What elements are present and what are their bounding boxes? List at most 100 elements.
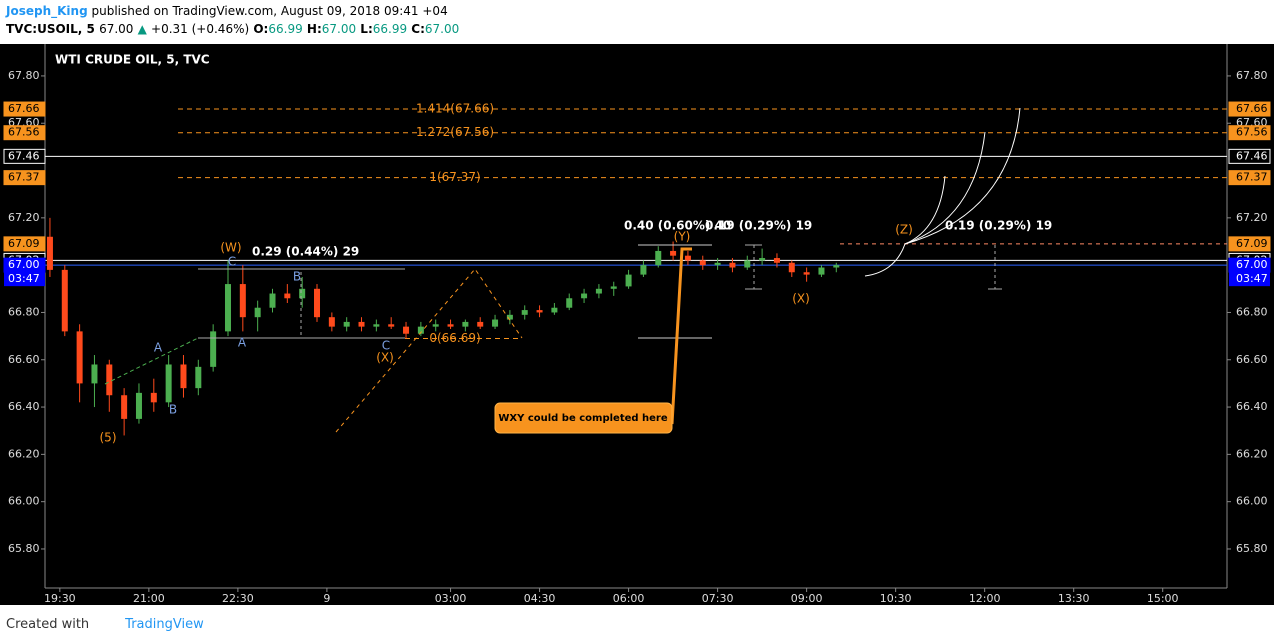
candle-body — [833, 265, 840, 268]
candle-body — [299, 288, 306, 299]
y-tick-label: 66.60 — [1236, 353, 1268, 366]
o-key: O: — [253, 22, 269, 36]
candle-body — [343, 321, 350, 327]
letter-label: C — [382, 339, 390, 353]
x-tick-label: 06:00 — [613, 592, 645, 605]
candle-body — [239, 284, 246, 318]
c-value: 67.00 — [424, 22, 460, 36]
x-tick-label: 09:00 — [791, 592, 823, 605]
price-badge — [1228, 170, 1271, 186]
candle-body — [284, 293, 291, 299]
created-with: Created with — [6, 617, 90, 632]
letter-label: B — [169, 403, 177, 417]
candle-body — [254, 307, 261, 318]
price-badge-label: 67.46 — [8, 149, 40, 162]
measure-label: 0.19 (0.29%) 19 — [945, 219, 1052, 233]
published: published on TradingView.com, August 09,… — [91, 4, 448, 18]
countdown-label: 03:47 — [1236, 272, 1268, 285]
candle-body — [655, 250, 662, 266]
x-tick-label: 10:30 — [880, 592, 912, 605]
price-badge-label: 67.46 — [1236, 149, 1268, 162]
change: +0.31 (+0.46%) — [151, 22, 250, 36]
footer: Created with TradingView — [6, 617, 204, 632]
candle-body — [180, 364, 187, 389]
price-badge-label: 67.56 — [8, 126, 40, 139]
candle-body — [269, 293, 276, 308]
candle-body — [314, 288, 321, 318]
publish-line: Joseph_King published on TradingView.com… — [6, 2, 459, 20]
price-badge-label: 67.66 — [8, 102, 40, 115]
candle-body — [699, 260, 706, 266]
candle-body — [566, 298, 573, 308]
trend-line — [104, 337, 199, 385]
candle-body — [135, 392, 142, 419]
projection-arrow — [904, 131, 986, 245]
y-tick-label: 66.80 — [8, 305, 40, 318]
candle-body — [91, 364, 98, 384]
price-badge-label: 67.66 — [1236, 102, 1268, 115]
candle-body — [595, 288, 602, 294]
candle-body — [610, 286, 617, 289]
y-tick-label: 67.20 — [8, 211, 40, 224]
price-badge — [3, 170, 46, 186]
measure-label: 0.40 (0.60%) 40 — [624, 219, 731, 233]
candle-body — [506, 314, 513, 320]
candle-body — [447, 324, 454, 327]
candle-body — [684, 255, 691, 261]
candle-body — [477, 321, 484, 327]
candle-body — [224, 284, 231, 332]
candle-body — [625, 274, 632, 287]
y-tick-label: 66.00 — [8, 495, 40, 508]
x-tick-label: 04:30 — [524, 592, 556, 605]
candle-body — [744, 260, 751, 268]
x-tick-label: 15:00 — [1147, 592, 1179, 605]
symbol: TVC:USOIL, 5 — [6, 22, 95, 36]
price-badge — [1228, 236, 1271, 252]
wave-label: (X) — [792, 292, 810, 306]
fib-label: 1.272(67.56) — [416, 125, 494, 139]
background — [0, 44, 1274, 605]
candle-body — [521, 310, 528, 315]
chart-title: WTI CRUDE OIL, 5, TVC — [55, 53, 210, 67]
candle-body — [417, 326, 424, 334]
y-tick-label: 66.60 — [8, 353, 40, 366]
y-tick-label: 66.20 — [8, 447, 40, 460]
price-badge-label: 67.00 — [1236, 258, 1268, 271]
candle-body — [46, 236, 53, 270]
callout-text: WXY could be completed here — [498, 413, 667, 424]
price-badge-label: 67.56 — [1236, 126, 1268, 139]
wave-label: (W) — [220, 241, 241, 255]
price-badge — [1228, 101, 1271, 117]
price-badge-label: 67.09 — [1236, 237, 1268, 250]
h-key: H: — [306, 22, 322, 36]
candle-body — [551, 307, 558, 313]
plot: 1.414(67.66) 1.272(67.56) 1(67.37) 0(66.69) — [45, 102, 1227, 436]
x-tick-label: 07:30 — [702, 592, 734, 605]
candle-body — [492, 319, 499, 327]
price-badge — [3, 101, 46, 117]
countdown-badge — [1229, 272, 1270, 287]
x-tick-label: 21:00 — [133, 592, 165, 605]
candle-body — [61, 269, 68, 332]
x-tick-label: 13:30 — [1058, 592, 1090, 605]
candle-body — [729, 262, 736, 268]
candle-body — [106, 364, 113, 396]
projection-arrow — [904, 175, 946, 245]
price-badge — [3, 125, 46, 141]
price-badge — [3, 148, 46, 164]
price-badge — [1228, 125, 1271, 141]
y-tick-label: 67.80 — [8, 69, 40, 82]
candle-body — [759, 258, 766, 261]
o-value: 66.99 — [268, 22, 303, 36]
y-tick-label: 66.00 — [1236, 495, 1268, 508]
candle-body — [373, 324, 380, 327]
candle-body — [773, 258, 780, 263]
header: Joseph_King published on TradingView.com… — [6, 2, 459, 38]
author[interactable]: Joseph_King — [6, 4, 88, 18]
l-value: 66.99 — [372, 22, 408, 36]
price-badge — [1228, 148, 1271, 164]
price-badge-label: 67.00 — [8, 258, 40, 271]
candle-body — [388, 324, 395, 327]
wave-label: (Y) — [674, 230, 691, 244]
brand[interactable]: TradingView — [125, 617, 204, 632]
